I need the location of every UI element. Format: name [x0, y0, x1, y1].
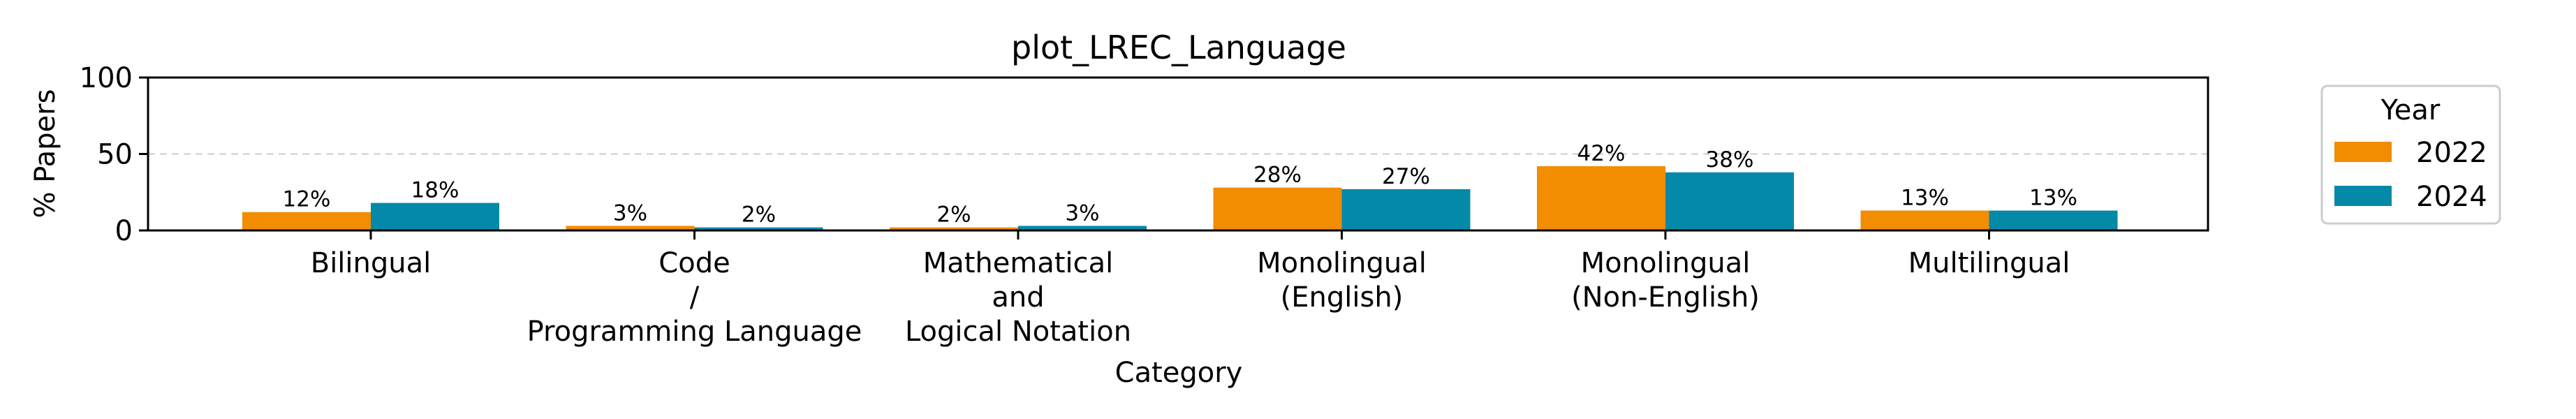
x-tick-label-line: Programming Language	[527, 316, 862, 348]
x-tick-label: Code / Programming Language	[527, 247, 862, 348]
bar-2024-1	[694, 227, 823, 230]
bar-2024-3	[1341, 189, 1471, 230]
bar-2022-3	[1213, 187, 1342, 230]
y-axis-label: % Papers	[29, 89, 61, 219]
bar-label-2024-2: 3%	[1065, 200, 1099, 226]
bar-2022-1	[566, 226, 695, 230]
x-tick-label-line: Monolingual	[1257, 247, 1427, 279]
bar-label-2022-4: 42%	[1577, 141, 1626, 166]
x-tick-label-line: and	[992, 281, 1044, 314]
bar-2024-2	[1018, 226, 1147, 230]
legend: Year 2022 2024	[2320, 84, 2501, 225]
bar-2022-5	[1860, 210, 1989, 230]
x-tick-label: Bilingual	[311, 247, 432, 279]
bar-2024-0	[371, 203, 499, 230]
legend-label-2022: 2022	[2416, 137, 2487, 169]
bar-2022-4	[1537, 166, 1665, 230]
x-axis-ticks: Bilingual Code / Programming Language Mathem…	[311, 230, 2070, 348]
y-tick-label: 0	[115, 215, 133, 247]
bar-label-2024-3: 27%	[1382, 164, 1430, 189]
legend-swatch-2022	[2334, 142, 2392, 162]
y-axis-ticks: 0 50 100	[80, 62, 148, 247]
x-tick-label: Multilingual	[1908, 247, 2070, 279]
bar-label-2022-0: 12%	[283, 187, 331, 212]
bar-label-2022-5: 13%	[1901, 186, 1949, 211]
x-tick-label-line: Monolingual	[1581, 247, 1751, 279]
bar-label-2024-5: 13%	[2029, 186, 2077, 211]
bar-labels: 12% 3% 2% 28% 42% 13% 18% 2% 3% 27% 38% 13%	[283, 141, 2077, 228]
legend-title: Year	[2380, 94, 2441, 126]
legend-swatch-2024	[2334, 186, 2392, 206]
bar-label-2022-2: 2%	[936, 203, 971, 228]
y-tick-label: 50	[97, 139, 133, 171]
bar-label-2024-0: 18%	[411, 178, 459, 203]
bar-label-2024-1: 2%	[742, 203, 776, 228]
bars	[242, 166, 2118, 230]
x-tick-label-line: Multilingual	[1908, 247, 2070, 279]
x-tick-label: Monolingual (English)	[1257, 247, 1427, 314]
x-tick-label-line: Logical Notation	[905, 316, 1131, 348]
x-tick-label-line: (Non-English)	[1571, 281, 1760, 314]
bar-2024-4	[1665, 172, 1794, 230]
x-tick-label-line: (English)	[1281, 281, 1404, 314]
x-tick-label: Monolingual (Non-English)	[1571, 247, 1760, 314]
y-tick-label: 100	[80, 62, 133, 94]
chart-title: plot_LREC_Language	[1011, 29, 1346, 66]
x-tick-label-line: Code	[658, 247, 730, 279]
x-tick-label-line: Mathematical	[923, 247, 1114, 279]
x-tick-label-line: Bilingual	[311, 247, 432, 279]
bar-label-2022-3: 28%	[1253, 163, 1302, 188]
bar-2022-0	[242, 212, 371, 230]
bar-2024-5	[1989, 210, 2118, 230]
bar-label-2024-4: 38%	[1706, 147, 1754, 172]
legend-label-2024: 2024	[2416, 181, 2487, 213]
x-axis-label: Category	[1115, 357, 1243, 389]
x-tick-label: Mathematical and Logical Notation	[905, 247, 1131, 348]
bar-2022-2	[890, 227, 1018, 230]
x-tick-label-line: /	[690, 281, 700, 314]
bar-label-2022-1: 3%	[613, 200, 647, 226]
